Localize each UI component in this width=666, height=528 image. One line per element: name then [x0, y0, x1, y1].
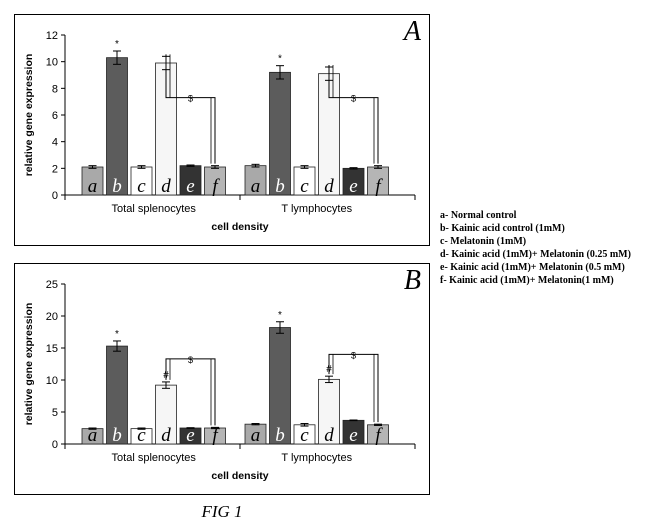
bar-letter-label: e: [186, 176, 194, 197]
y-axis-title: relative gene expression: [23, 303, 35, 426]
bar-letter-label: f: [212, 425, 220, 446]
bar-letter-label: a: [88, 176, 98, 197]
y-tick-label: 4: [52, 137, 58, 149]
bar-letter-label: d: [324, 176, 334, 197]
significance-bracket: [165, 358, 216, 426]
bar-letter-label: a: [251, 425, 261, 446]
chart-panel-b: 0 5 10 15 20 25 relative gene expression cell d…: [14, 263, 430, 495]
bar-letter-label: c: [137, 176, 146, 197]
significance-bracket: [165, 54, 216, 164]
y-tick-label: 10: [46, 57, 58, 69]
y-tick-label: 12: [46, 30, 58, 42]
significance-marker: *: [278, 310, 282, 321]
bracket-label: $: [351, 94, 356, 104]
bar-letter-label: e: [349, 176, 357, 197]
bar-letter-label: d: [324, 425, 334, 446]
y-tick-label: 15: [46, 343, 58, 355]
chart-b-svg: 0 5 10 15 20 25 relative gene expression cell d…: [23, 279, 416, 482]
category-label: Total splenocytes: [112, 452, 197, 464]
bar-b: [106, 57, 128, 196]
figure-caption: FIG 1: [201, 502, 243, 521]
significance-marker: *: [115, 39, 119, 50]
y-tick-label: 0: [52, 190, 58, 202]
bar-letter-label: c: [137, 425, 146, 446]
bar-letter-label: a: [251, 176, 261, 197]
y-tick-label: 25: [46, 279, 58, 291]
bar-letter-label: e: [186, 425, 194, 446]
significance-marker: *: [278, 54, 282, 65]
bar-letter-label: f: [212, 176, 220, 197]
bar-letter-label: b: [112, 176, 122, 197]
significance-bracket: [328, 65, 379, 164]
category-label: T lymphocytes: [281, 203, 352, 215]
y-tick-label: 20: [46, 311, 58, 323]
legend-item-f: f- Kainic acid (1mM)+ Melatonin(1 mM): [440, 275, 614, 286]
x-axis-title: cell density: [211, 470, 268, 482]
bracket-label: $: [351, 350, 356, 360]
bar-letter-label: c: [300, 425, 309, 446]
category-label: Total splenocytes: [112, 203, 197, 215]
panel-letter-b: B: [403, 265, 421, 296]
bar-letter-label: a: [88, 425, 98, 446]
significance-marker: *: [115, 329, 119, 340]
chart-panel-a: 0 2 4 6 8 10 12 relative gene expression cell de…: [14, 14, 430, 246]
y-axis-title: relative gene expression: [23, 54, 35, 177]
bar-letter-label: f: [375, 176, 383, 197]
legend: a- Normal control b- Kainic acid control…: [440, 209, 631, 287]
category-label: T lymphocytes: [281, 452, 352, 464]
chart-a-svg: 0 2 4 6 8 10 12 relative gene expression cell de…: [23, 30, 416, 233]
y-tick-label: 6: [52, 110, 58, 122]
y-tick-label: 5: [52, 407, 58, 419]
bar-letter-label: b: [275, 176, 285, 197]
y-tick-label: 8: [52, 83, 58, 95]
bar-letter-label: d: [161, 176, 171, 197]
bar-letter-label: c: [300, 176, 309, 197]
bar-letter-label: b: [112, 425, 122, 446]
legend-item-d: d- Kainic acid (1mM)+ Melatonin (0.25 mM…: [440, 249, 631, 260]
bar-letter-label: f: [375, 425, 383, 446]
bar-letter-label: e: [349, 425, 357, 446]
significance-bracket: [328, 353, 379, 423]
legend-item-a: a- Normal control: [440, 210, 517, 221]
y-tick-label: 10: [46, 375, 58, 387]
legend-item-c: c- Melatonin (1mM): [440, 236, 527, 247]
bar-letter-label: d: [161, 425, 171, 446]
bar-letter-label: b: [275, 425, 285, 446]
legend-item-e: e- Kainic acid (1mM)+ Melatonin (0.5 mM): [440, 262, 625, 273]
x-axis-title: cell density: [211, 221, 268, 233]
bracket-label: $: [188, 355, 193, 365]
bracket-label: $: [188, 94, 193, 104]
y-tick-label: 0: [52, 439, 58, 451]
y-tick-label: 2: [52, 163, 58, 175]
legend-item-b: b- Kainic acid control (1mM): [440, 223, 565, 234]
panel-letter-a: A: [403, 16, 421, 47]
